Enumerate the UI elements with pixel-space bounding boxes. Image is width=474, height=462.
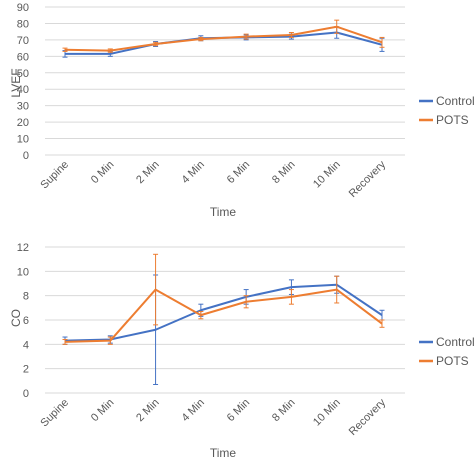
co-pots-error-bar — [334, 275, 340, 304]
lvef-pots-error-bar — [379, 36, 385, 48]
lvef-legend-controls-label: Controls — [436, 94, 474, 108]
co-series — [62, 253, 385, 385]
lvef-y-tick-label: 40 — [17, 84, 29, 96]
lvef-pots-error-bar — [62, 47, 68, 52]
lvef-x-tick-label: 0 Min — [89, 159, 117, 187]
co-pots-error-bar — [62, 338, 68, 345]
lvef-gridlines — [45, 6, 405, 156]
lvef-chart: 0 10 20 30 40 50 60 70 80 90 Supine 0 Min 2 Min 4 Mi… — [9, 2, 474, 219]
lvef-pots-error-bar — [334, 19, 340, 34]
co-x-tick-label: 6 Min — [225, 397, 253, 425]
lvef-x-tick-label: 8 Min — [270, 159, 298, 187]
co-y-tick-labels: 0 2 4 6 8 10 12 — [17, 242, 29, 400]
lvef-pots-error-bar — [198, 36, 204, 42]
lvef-y-tick-label: 30 — [17, 101, 29, 113]
lvef-x-tick-label: 6 Min — [225, 159, 253, 187]
co-legend-pots-label: POTS — [436, 354, 469, 368]
co-pots-error-bar — [153, 253, 159, 326]
co-y-tick-label: 6 — [23, 315, 29, 327]
co-pots-error-bar — [379, 319, 385, 328]
co-x-axis-title: Time — [210, 446, 237, 460]
lvef-pots-line — [64, 25, 383, 52]
lvef-y-tick-label: 20 — [17, 117, 29, 129]
co-pots-error-bar — [243, 295, 249, 309]
lvef-y-tick-label: 80 — [17, 18, 29, 30]
co-y-tick-label: 2 — [23, 364, 29, 376]
lvef-x-tick-label: Recovery — [347, 158, 389, 200]
co-x-tick-labels: Supine 0 Min 2 Min 4 Min 6 Min 8 Min 10 Min Rec… — [38, 396, 388, 438]
lvef-pots-error-bar — [243, 33, 249, 40]
co-legend: Controls POTS — [419, 335, 474, 368]
co-x-tick-label: Supine — [38, 397, 71, 430]
co-pots-error-bar — [288, 289, 294, 305]
lvef-y-tick-label: 10 — [17, 134, 29, 146]
co-y-tick-label: 0 — [23, 388, 29, 400]
co-y-tick-label: 4 — [23, 339, 29, 351]
lvef-y-tick-label: 90 — [17, 2, 29, 14]
lvef-y-tick-label: 70 — [17, 35, 29, 47]
co-y-tick-label: 12 — [17, 242, 29, 254]
co-x-tick-label: 10 Min — [311, 397, 343, 429]
lvef-pots-error-bar — [288, 31, 294, 38]
lvef-legend: Controls POTS — [419, 94, 474, 127]
lvef-legend-pots-label: POTS — [436, 113, 469, 127]
co-x-tick-label: 8 Min — [270, 397, 298, 425]
co-x-tick-label: 2 Min — [134, 397, 162, 425]
lvef-y-tick-label: 50 — [17, 68, 29, 80]
lvef-x-axis-title: Time — [210, 205, 237, 219]
co-legend-controls-label: Controls — [436, 335, 474, 349]
co-pots-error-bar — [198, 310, 204, 320]
lvef-pots-error-bar — [153, 41, 159, 47]
lvef-y-tick-labels: 0 10 20 30 40 50 60 70 80 90 — [17, 2, 29, 162]
co-x-tick-label: Recovery — [347, 396, 389, 438]
lvef-y-tick-label: 0 — [23, 150, 29, 162]
co-pots-error-bar — [107, 336, 113, 345]
lvef-pots-error-bar — [107, 48, 113, 53]
lvef-x-tick-label: Supine — [38, 159, 71, 192]
co-pots-line — [64, 288, 383, 343]
lvef-x-tick-label: 10 Min — [311, 159, 343, 191]
co-x-tick-label: 0 Min — [89, 397, 117, 425]
lvef-y-axis-title: LVEF — [9, 68, 23, 97]
co-y-tick-label: 10 — [17, 266, 29, 278]
co-gridlines — [45, 246, 405, 394]
co-controls-line — [64, 283, 383, 342]
lvef-x-tick-label: 2 Min — [134, 159, 162, 187]
co-chart: 0 2 4 6 8 10 12 Supine 0 Min 2 Min 4 Min 6 Min 8 Mi… — [9, 242, 474, 460]
lvef-x-tick-labels: Supine 0 Min 2 Min 4 Min 6 Min 8 Min 10 Min Rec… — [38, 158, 388, 200]
co-y-axis-title: CO — [9, 309, 23, 327]
lvef-y-tick-label: 60 — [17, 51, 29, 63]
co-y-tick-label: 8 — [23, 291, 29, 303]
lvef-x-tick-label: 4 Min — [179, 159, 207, 187]
lvef-series — [62, 19, 385, 58]
co-x-tick-label: 4 Min — [179, 397, 207, 425]
